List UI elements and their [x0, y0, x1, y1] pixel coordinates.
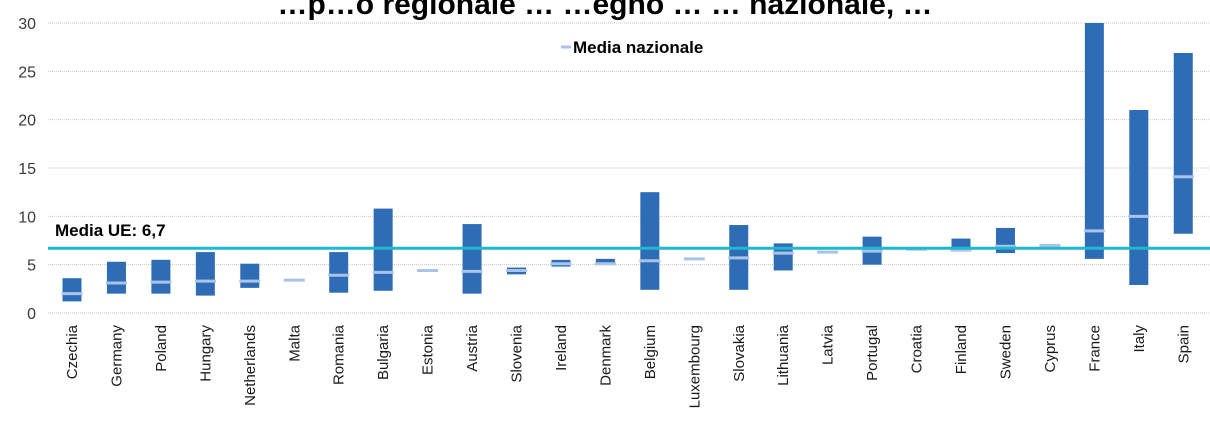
x-axis-ticks: Czechia Germany Poland Hungary Netherlands Ma… — [64, 324, 1192, 408]
range-bar — [195, 252, 215, 296]
x-tick-label: Croatia — [909, 324, 926, 373]
x-tick-label: Malta — [286, 324, 303, 361]
y-tick-label: 0 — [27, 306, 36, 323]
x-tick-label: Sweden — [997, 325, 1014, 379]
range-bar — [240, 263, 260, 288]
range-bar — [329, 252, 349, 293]
x-tick-label: Slovakia — [731, 324, 748, 381]
y-axis-ticks: 0 5 10 15 20 25 30 — [18, 16, 36, 323]
x-tick-label: Ireland — [553, 325, 570, 371]
y-tick-label: 30 — [18, 16, 36, 33]
range-bar — [106, 261, 126, 294]
x-tick-label: France — [1086, 325, 1103, 372]
range-bar — [595, 258, 615, 265]
range-bar — [1129, 110, 1149, 285]
x-tick-label: Finland — [953, 325, 970, 374]
x-tick-label: Spain — [1175, 325, 1192, 363]
x-tick-label: Romania — [331, 324, 348, 385]
x-tick-label: Hungary — [197, 325, 214, 382]
gridlines — [48, 22, 1210, 314]
range-bar — [773, 243, 793, 271]
range-bars — [62, 23, 1193, 302]
range-bar — [1084, 23, 1104, 259]
range-bar — [640, 192, 660, 290]
legend-label: Media nazionale — [573, 38, 703, 57]
x-tick-label: Portugal — [864, 325, 881, 381]
x-tick-label: Luxembourg — [686, 325, 703, 408]
x-tick-label: Lithuania — [775, 324, 792, 386]
x-tick-label: Denmark — [597, 325, 614, 386]
range-bar — [62, 278, 82, 302]
range-bar — [151, 259, 171, 294]
y-tick-label: 20 — [18, 113, 36, 130]
y-tick-label: 15 — [18, 161, 36, 178]
range-bar — [1173, 52, 1193, 234]
national-average-markers — [61, 175, 1194, 296]
x-tick-label: Germany — [108, 325, 125, 387]
x-tick-label: Belgium — [642, 325, 659, 379]
y-tick-label: 10 — [18, 209, 36, 226]
chart-title: …p…o regionale … …egno … … nazionale, … — [277, 0, 932, 21]
x-tick-label: Czechia — [64, 324, 81, 379]
y-tick-label: 25 — [18, 64, 36, 81]
legend: Media nazionale — [561, 38, 703, 57]
x-tick-label: Cyprus — [1042, 325, 1059, 373]
x-tick-label: Bulgaria — [375, 324, 392, 380]
range-bar — [951, 238, 971, 251]
x-tick-label: Latvia — [820, 324, 837, 365]
x-tick-label: Italy — [1131, 325, 1148, 353]
x-tick-label: Austria — [464, 324, 481, 371]
x-tick-label: Slovenia — [509, 324, 526, 382]
y-tick-label: 5 — [27, 258, 36, 275]
range-bar — [462, 224, 482, 294]
x-tick-label: Netherlands — [242, 325, 259, 406]
x-tick-label: Estonia — [420, 324, 437, 375]
eu-average-label: Media UE: 6,7 — [55, 221, 166, 240]
x-tick-label: Poland — [153, 325, 170, 372]
